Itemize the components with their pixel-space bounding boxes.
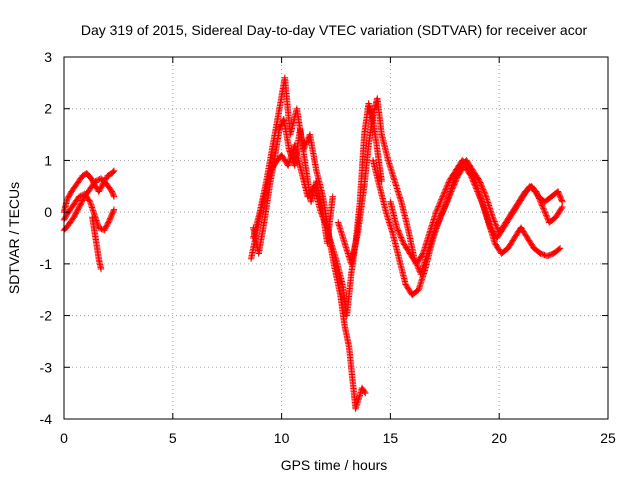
data-markers [250, 115, 336, 257]
x-tick-label: 10 [274, 430, 290, 446]
y-tick-label: 3 [44, 49, 52, 65]
y-tick-label: -2 [40, 308, 53, 324]
x-tick-label: 25 [600, 430, 616, 446]
data-markers [89, 214, 105, 273]
x-tick-label: 20 [491, 430, 507, 446]
series-seg10 [250, 115, 336, 257]
chart-title: Day 319 of 2015, Sidereal Day-to-day VTE… [81, 22, 588, 38]
plot-frame [63, 56, 609, 420]
x-axis-label: GPS time / hours [281, 457, 388, 473]
x-tick-label: 15 [383, 430, 399, 446]
x-tick-label: 5 [169, 430, 177, 446]
y-tick-label: -1 [40, 256, 53, 272]
y-axis-label: SDTVAR / TECUs [6, 182, 22, 294]
y-tick-label: -4 [40, 411, 53, 427]
data-markers [387, 157, 564, 268]
y-tick-label: 2 [44, 101, 52, 117]
x-tick-label: 0 [60, 430, 68, 446]
y-tick-label: 0 [44, 204, 52, 220]
y-tick-label: 1 [44, 152, 52, 168]
axis-ticks: 0 5 10 15 20 25 -4 -3 -2 -1 0 1 2 3 [40, 49, 616, 446]
series-seg9 [387, 157, 564, 268]
y-tick-label: -3 [40, 359, 53, 375]
series-seg4 [89, 214, 105, 273]
